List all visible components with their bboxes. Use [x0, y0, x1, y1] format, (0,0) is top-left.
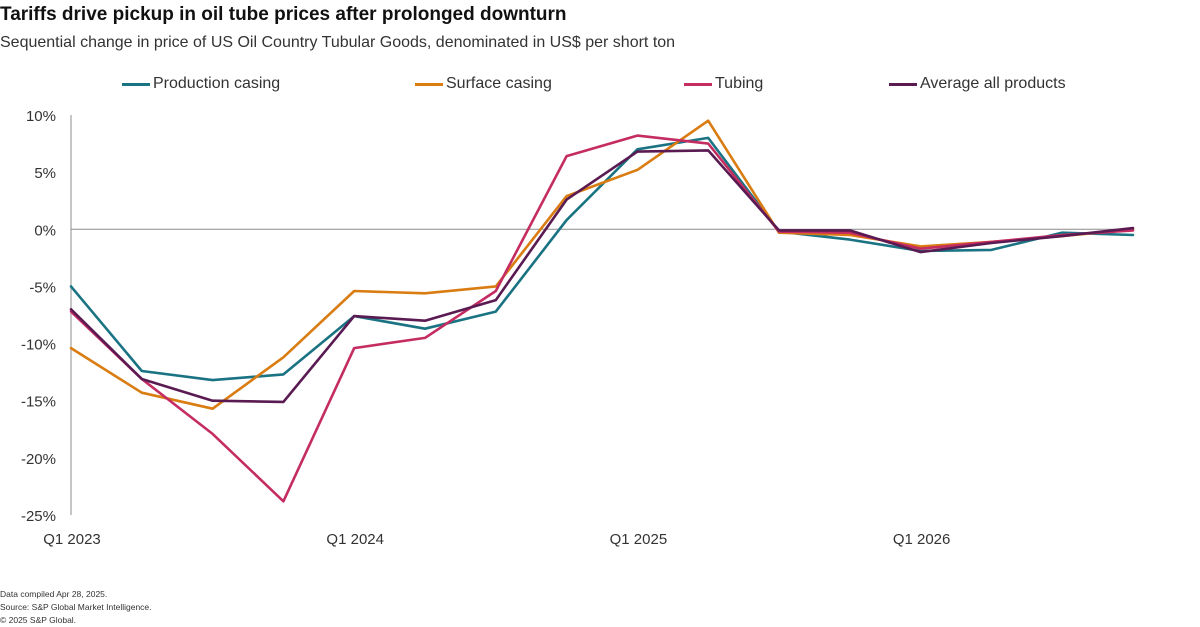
y-tick-label: 0%: [34, 222, 56, 239]
series-line-production-casing: [69, 136, 1135, 382]
legend-label-average-all-products: Average all products: [920, 75, 1066, 92]
legend-label-tubing: Tubing: [715, 75, 764, 92]
series-line-surface-casing: [69, 119, 1135, 411]
y-tick-label: -25%: [21, 508, 56, 525]
y-tick-label: -15%: [21, 394, 56, 411]
series-line-average-all-products: [69, 149, 1135, 404]
legend-item-production-casing: Production casing: [122, 74, 280, 94]
legend-item-surface-casing: Surface casing: [415, 74, 552, 94]
x-tick-label: Q1 2024: [326, 531, 384, 548]
footnote-source: Source: S&P Global Market Intelligence.: [0, 602, 152, 612]
chart-title: Tariffs drive pickup in oil tube prices …: [0, 4, 567, 25]
legend-swatch-average-all-products: [889, 82, 917, 86]
y-tick-label: -20%: [21, 451, 56, 468]
footnote-copyright: © 2025 S&P Global.: [0, 615, 77, 625]
y-tick-label: 10%: [26, 108, 56, 125]
series-line-tubing: [69, 134, 1135, 503]
legend-item-tubing: Tubing: [684, 74, 763, 94]
legend-label-production-casing: Production casing: [153, 75, 281, 92]
y-tick-label: 5%: [34, 165, 56, 182]
legend-swatch-tubing: [684, 82, 712, 86]
chart-subtitle: Sequential change in price of US Oil Cou…: [0, 34, 676, 51]
y-tick-label: -5%: [29, 279, 56, 296]
legend-item-average-all-products: Average all products: [889, 74, 1066, 94]
x-tick-label: Q1 2026: [893, 531, 951, 548]
legend-swatch-production-casing: [122, 82, 150, 86]
y-tick-label: -10%: [21, 337, 56, 354]
x-tick-label: Q1 2025: [610, 531, 668, 548]
legend-swatch-surface-casing: [415, 82, 443, 86]
legend-label-surface-casing: Surface casing: [446, 75, 552, 92]
footnote-data-compiled: Data compiled Apr 28, 2025.: [0, 589, 108, 599]
x-tick-label: Q1 2023: [43, 531, 101, 548]
